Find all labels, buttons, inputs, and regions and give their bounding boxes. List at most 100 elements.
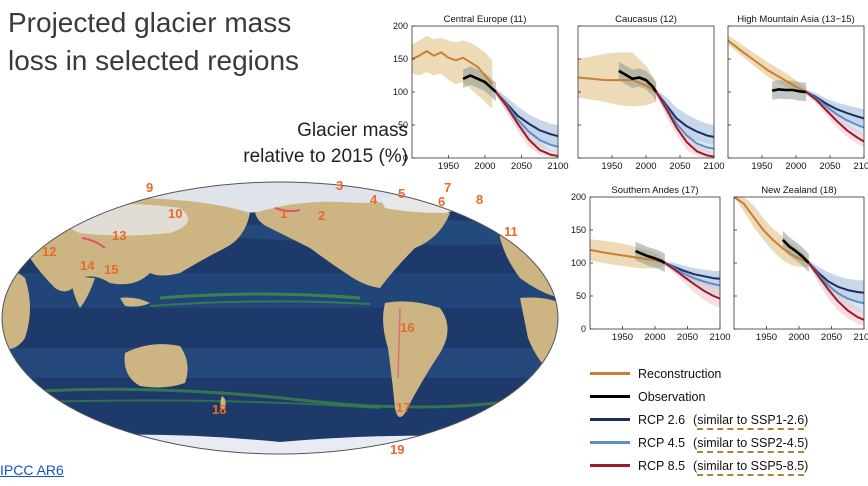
series-line-reconstruction — [412, 50, 494, 85]
x-tick-label: 2100 — [547, 161, 568, 172]
series-line-observation — [618, 69, 658, 93]
legend-item-observation: Observation — [590, 385, 860, 408]
region-label-7: 7 — [444, 180, 451, 195]
legend-note-rcp26: (similar to SSP1-2.6) — [693, 412, 808, 430]
band-rcp-8-5 — [495, 88, 558, 158]
x-tick-label: 2100 — [853, 332, 868, 343]
region-label-2: 2 — [318, 208, 325, 223]
legend-swatch-reconstruction — [590, 372, 630, 375]
region-label-6: 6 — [438, 194, 445, 209]
y-tick-label: 0 — [581, 324, 586, 334]
chart-legend: Reconstruction Observation RCP 2.6 (simi… — [590, 362, 860, 477]
region-label-4: 4 — [370, 192, 378, 207]
plot-area — [578, 52, 714, 158]
region-label-15: 15 — [104, 262, 118, 277]
region-label-16: 16 — [400, 320, 414, 335]
chart-title: Caucasus (12) — [615, 14, 677, 25]
series-line-rcp-8-5 — [655, 91, 714, 158]
x-tick-label: 2050 — [821, 332, 842, 343]
y-tick-label: 100 — [393, 87, 408, 97]
series-line-reconstruction — [728, 39, 807, 93]
chart-title: New Zealand (18) — [761, 185, 837, 196]
series-line-reconstruction — [734, 197, 810, 264]
chart-y-description: Glacier mass relative to 2015 (%) — [200, 118, 408, 170]
legend-label-reconstruction: Reconstruction — [638, 366, 722, 381]
series-line-rcp-2-6 — [808, 262, 864, 294]
y-tick-label: 50 — [576, 291, 586, 301]
x-tick-label: 2000 — [785, 161, 806, 172]
subtitle-line-2: relative to 2015 (%) — [243, 146, 408, 167]
region-label-19: 19 — [390, 442, 404, 457]
title-line-2: loss in selected regions — [8, 45, 300, 76]
title-line-1: Projected glacier mass — [8, 7, 292, 38]
legend-swatch-rcp26 — [590, 418, 630, 421]
region-label-18: 18 — [212, 402, 226, 417]
region-label-12: 12 — [42, 244, 56, 259]
chart-title: Southern Andes (17) — [611, 185, 698, 196]
series-line-rcp-8-5 — [807, 262, 864, 321]
region-label-9: 9 — [146, 180, 153, 195]
x-tick-label: 1950 — [756, 332, 777, 343]
region-label-13: 13 — [112, 228, 126, 243]
x-tick-label: 1950 — [612, 332, 633, 343]
plot-area — [412, 35, 558, 158]
x-tick-label: 2050 — [511, 161, 532, 172]
x-tick-label: 2000 — [644, 332, 665, 343]
series-line-observation — [771, 88, 807, 94]
chart-southern-andes: Southern Andes (17) 1950 2000 2050 2100 0 50 10… — [571, 185, 731, 343]
region-label-11: 11 — [504, 224, 518, 239]
legend-swatch-observation — [590, 395, 630, 398]
series-line-reconstruction — [578, 76, 657, 93]
legend-note-text-rcp45: similar to SSP2-4.5 — [697, 435, 805, 453]
plot-area — [734, 197, 864, 326]
chart-new-zealand: New Zealand (18) 1950 2000 2050 2100 — [733, 185, 868, 343]
series-line-rcp-4-5 — [664, 262, 720, 287]
slide-title: Projected glacier mass loss in selected … — [8, 4, 388, 80]
legend-label-rcp85: RCP 8.5 — [638, 458, 686, 473]
legend-item-reconstruction: Reconstruction — [590, 362, 860, 385]
x-tick-label: 1950 — [601, 161, 622, 172]
y-tick-label: 200 — [571, 192, 586, 202]
series-line-observation — [781, 238, 810, 264]
band-rcp-8-5 — [656, 89, 714, 158]
y-tick-label: 50 — [398, 120, 408, 130]
x-tick-label: 2000 — [788, 332, 809, 343]
series-line-rcp-8-5 — [495, 91, 558, 157]
y-tick-label: 150 — [393, 54, 408, 64]
x-tick-label: 1950 — [751, 161, 772, 172]
x-tick-label: 2100 — [853, 161, 868, 172]
chart-title: Central Europe (11) — [444, 14, 527, 25]
x-tick-label: 2100 — [709, 332, 730, 343]
region-label-1: 1 — [280, 206, 287, 221]
region-label-14: 14 — [80, 258, 95, 273]
region-label-17: 17 — [396, 400, 410, 415]
legend-note-text-rcp26: similar to SSP1-2.6 — [697, 412, 805, 430]
band-rcp-4-5 — [656, 89, 714, 154]
x-tick-label: 2050 — [819, 161, 840, 172]
series-line-rcp-8-5 — [664, 262, 720, 300]
x-tick-label: 2050 — [677, 332, 698, 343]
band-rcp-2-6 — [656, 89, 714, 145]
legend-item-rcp85: RCP 8.5 (similar to SSP5-8.5) — [590, 454, 860, 477]
y-tick-label: 100 — [571, 258, 586, 268]
legend-label-rcp26: RCP 2.6 — [638, 412, 686, 427]
series-line-rcp-4-5 — [805, 91, 864, 129]
chart-title: High Mountain Asia (13−15) — [737, 14, 855, 25]
series-line-observation — [635, 249, 666, 265]
source-link[interactable]: IPCC AR6 — [0, 462, 64, 478]
legend-label-observation: Observation — [638, 389, 706, 404]
series-line-rcp-2-6 — [805, 91, 864, 120]
legend-label-rcp45: RCP 4.5 — [638, 435, 686, 450]
plot-area — [728, 35, 864, 148]
legend-note-rcp85: (similar to SSP5-8.5) — [693, 458, 808, 476]
legend-item-rcp26: RCP 2.6 (similar to SSP1-2.6) — [590, 408, 860, 431]
band-rcp-4-5 — [495, 88, 558, 153]
world-glacier-map: 1 2 3 4 5 6 7 8 9 10 11 12 13 14 15 16 1… — [1, 178, 559, 457]
chart-caucasus: Caucasus (12) 1950 2000 2050 2100 — [577, 14, 725, 172]
x-tick-label: 2100 — [703, 161, 724, 172]
region-label-3: 3 — [336, 178, 343, 193]
region-label-5: 5 — [398, 186, 405, 201]
x-tick-label: 1950 — [438, 161, 459, 172]
legend-note-rcp45: (similar to SSP2-4.5) — [693, 435, 808, 453]
region-label-8: 8 — [476, 192, 483, 207]
